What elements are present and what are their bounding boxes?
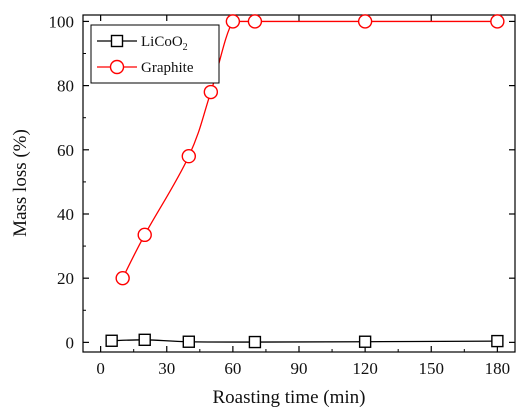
x-tick-label: 120 (352, 359, 378, 378)
data-point-circle (225, 14, 241, 29)
x-tick-label: 90 (291, 359, 308, 378)
data-point-circle (137, 227, 152, 243)
x-axis-title: Roasting time (min) (212, 387, 365, 407)
legend-marker-licoo2 (110, 34, 124, 48)
legend-label-licoo2: LiCoO2 (141, 34, 188, 53)
data-point-circle (357, 14, 373, 29)
data-point-circle (247, 14, 263, 29)
legend-marker-graphite (109, 59, 125, 75)
data-point-circle (115, 270, 130, 286)
legend-label-graphite: Graphite (141, 60, 194, 76)
series-line-0 (111, 339, 498, 343)
data-point-square (358, 335, 372, 348)
y-tick-label: 100 (49, 12, 75, 31)
y-tick-label: 40 (57, 205, 74, 224)
series-markers (105, 14, 505, 349)
legend-label-licoo2-subscript: 2 (183, 42, 188, 53)
legend: LiCoO2 Graphite (90, 24, 220, 84)
legend-label-licoo2-main: LiCoO (141, 34, 183, 50)
y-axis-title: Mass loss (%) (10, 129, 31, 237)
x-tick-label: 60 (224, 359, 241, 378)
y-tick-label: 60 (57, 141, 74, 160)
data-point-square (182, 335, 195, 348)
data-point-square (491, 334, 504, 348)
y-tick-label: 0 (66, 333, 75, 352)
legend-box (90, 24, 220, 84)
data-point-square (105, 334, 118, 347)
data-point-circle (181, 149, 196, 164)
data-point-circle (203, 84, 219, 100)
x-tick-label: 30 (158, 359, 175, 378)
x-tick-label: 150 (418, 359, 444, 378)
y-tick-label: 80 (57, 77, 74, 96)
y-axis: 0 20 40 60 80 100 (49, 12, 515, 352)
data-point-square (138, 333, 151, 347)
data-point-square (248, 335, 262, 349)
data-point-circle (490, 14, 505, 29)
x-tick-label: 0 (96, 359, 105, 378)
y-tick-label: 20 (57, 269, 74, 288)
x-tick-label: 180 (485, 359, 511, 378)
